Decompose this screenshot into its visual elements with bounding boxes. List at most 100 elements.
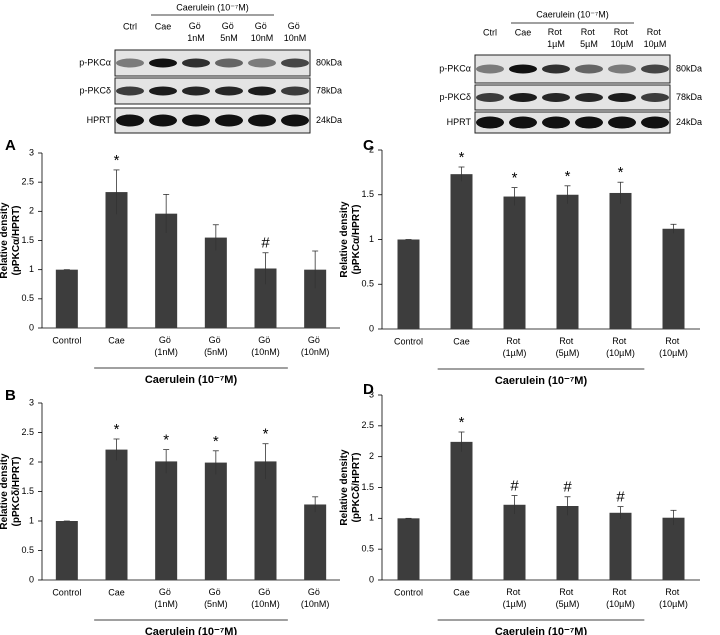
y-tick-label: 1.5	[21, 486, 34, 496]
y-tick-label: 2	[29, 206, 34, 216]
bar	[254, 268, 277, 328]
x-tick-label: Cae	[108, 335, 125, 345]
significance-marker: *	[459, 414, 465, 431]
lane-label: Gö 10nM	[251, 21, 274, 43]
x-axis-label: Caerulein (10⁻⁷M)	[145, 374, 238, 386]
lane-label: Ctrl	[123, 21, 137, 31]
band	[248, 86, 276, 96]
x-tick-label: Control	[52, 335, 81, 345]
lane-label: Rot 10µM	[611, 27, 634, 49]
significance-marker: *	[114, 421, 120, 438]
x-tick-label: Gö (5nM)	[204, 587, 228, 609]
y-tick-label: 2.5	[21, 427, 34, 437]
bar	[55, 269, 78, 328]
y-axis-label-line: Relative density	[0, 453, 10, 530]
band	[281, 58, 309, 68]
band	[149, 86, 177, 96]
band	[116, 86, 144, 96]
significance-marker: *	[163, 432, 169, 449]
row-size: 80kDa	[316, 57, 342, 67]
x-tick-label: Rot (10µM)	[606, 336, 635, 358]
bar	[556, 506, 579, 580]
y-axis-label-line: Relative density	[339, 449, 350, 526]
bar	[450, 174, 473, 329]
y-axis-label-line: (pPKCα/HPRT)	[351, 204, 362, 274]
blot-strip	[474, 111, 671, 134]
band	[248, 58, 276, 68]
bar	[609, 192, 632, 329]
y-tick-label: 0.5	[21, 293, 34, 303]
bar	[450, 441, 473, 580]
x-tick-label: Gö (1nM)	[154, 335, 178, 357]
y-tick-label: 2.5	[21, 177, 34, 187]
band	[281, 114, 309, 127]
band	[542, 64, 570, 74]
bar	[204, 237, 227, 328]
x-tick-label: Cae	[453, 336, 470, 346]
y-tick-label: 0	[369, 323, 374, 333]
y-tick-label: 1	[29, 264, 34, 274]
x-tick-label: Control	[394, 336, 423, 346]
x-axis-label: Caerulein (10⁻⁷M)	[495, 626, 588, 635]
panel-label: D	[363, 381, 374, 398]
y-tick-label: 2.5	[361, 420, 374, 430]
significance-marker: #	[616, 489, 625, 506]
band	[116, 114, 144, 127]
bar	[155, 461, 178, 580]
y-axis-label: Relative density(pPKCα/HPRT)	[0, 202, 22, 279]
panel-label: C	[363, 137, 374, 154]
bar	[397, 518, 420, 580]
bar	[254, 461, 277, 580]
bar	[503, 196, 526, 329]
y-tick-label: 2	[29, 456, 34, 466]
significance-marker: *	[114, 152, 120, 169]
row-label: p-PKCδ	[439, 92, 471, 102]
x-tick-label: Gö (1nM)	[154, 587, 178, 609]
x-tick-label: Gö (5nM)	[204, 335, 228, 357]
row-label: HPRT	[87, 115, 112, 125]
y-tick-label: 0.5	[21, 545, 34, 555]
blot-strip	[114, 49, 311, 77]
band	[215, 114, 243, 127]
x-tick-label: Rot (10µM)	[659, 587, 688, 609]
band	[509, 64, 537, 74]
y-tick-label: 0	[369, 574, 374, 584]
row-size: 24kDa	[676, 117, 702, 127]
row-label: HPRT	[447, 117, 472, 127]
bar	[105, 192, 128, 328]
significance-marker: #	[261, 235, 270, 252]
y-tick-label: 0.5	[361, 544, 374, 554]
x-tick-label: Rot (1µM)	[503, 587, 527, 609]
x-tick-label: Cae	[453, 587, 470, 597]
band	[215, 86, 243, 96]
band	[509, 116, 537, 129]
row-size: 78kDa	[676, 92, 702, 102]
lane-label: Rot 5µM	[580, 27, 598, 49]
y-tick-label: 3	[369, 389, 374, 399]
band	[641, 93, 669, 102]
row-size: 80kDa	[676, 63, 702, 73]
bar	[397, 239, 420, 329]
bar	[204, 462, 227, 580]
x-tick-label: Cae	[108, 587, 125, 597]
y-axis-label-line: (pPKCδ/HPRT)	[351, 453, 362, 523]
x-tick-label: Gö (10nM)	[251, 587, 280, 609]
x-tick-label: Gö (10nM)	[251, 335, 280, 357]
x-tick-label: Gö (10nM)	[301, 587, 330, 609]
bar	[556, 194, 579, 329]
bar	[304, 504, 327, 580]
y-axis-label-line: Relative density	[339, 201, 350, 278]
band	[542, 116, 570, 129]
band	[215, 58, 243, 68]
significance-marker: *	[459, 149, 465, 166]
x-tick-label: Rot (10µM)	[659, 336, 688, 358]
y-tick-label: 3	[29, 147, 34, 157]
bar	[609, 512, 632, 580]
y-tick-label: 2	[369, 451, 374, 461]
bar	[662, 517, 685, 580]
x-tick-label: Rot (5µM)	[556, 336, 580, 358]
band	[608, 93, 636, 102]
band	[149, 114, 177, 127]
row-size: 24kDa	[316, 115, 342, 125]
